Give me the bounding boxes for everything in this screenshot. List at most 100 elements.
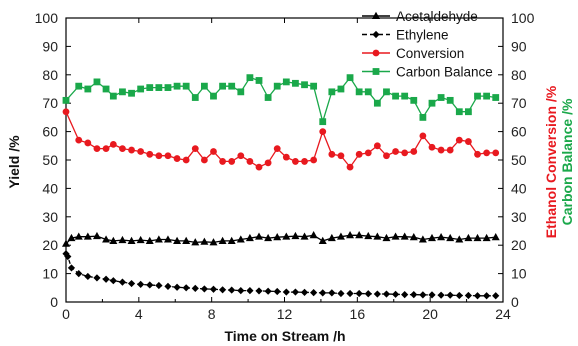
data-point xyxy=(200,285,208,293)
data-point xyxy=(246,158,254,165)
data-point xyxy=(446,233,455,242)
data-point xyxy=(391,290,400,298)
legend-item-conversion: Conversion xyxy=(362,46,464,61)
data-point xyxy=(446,96,454,104)
data-point xyxy=(310,156,318,164)
y-axis-title-right-conversion: Ethanol Conversion /% xyxy=(543,85,559,238)
legend-swatch-marker xyxy=(372,11,380,19)
y-axis-title-right-carbon-balance: Carbon Balance /% xyxy=(559,98,575,225)
data-point xyxy=(246,74,254,82)
data-point xyxy=(218,236,227,244)
data-point xyxy=(182,284,190,292)
data-point xyxy=(109,277,117,285)
data-point xyxy=(474,92,481,100)
data-point xyxy=(473,233,482,242)
data-point xyxy=(300,288,309,296)
data-point xyxy=(291,231,300,240)
y-tick-label-left: 80 xyxy=(42,67,58,83)
data-point xyxy=(446,291,454,299)
legend-item-carbon-balance: Carbon Balance xyxy=(362,65,493,80)
series-acetaldehyde xyxy=(62,231,500,247)
y-tick-label-left: 100 xyxy=(35,10,59,26)
data-point xyxy=(62,108,70,116)
y-axis-title-left: Yield /% xyxy=(6,135,22,189)
data-point xyxy=(102,85,110,93)
x-tick-label: 4 xyxy=(135,306,143,322)
y-tick-label-right: 10 xyxy=(511,266,527,282)
y-tick-label-right: 20 xyxy=(511,237,527,253)
data-point xyxy=(209,238,218,246)
data-point xyxy=(92,231,101,240)
data-point xyxy=(291,288,300,296)
data-point xyxy=(373,99,381,107)
data-point xyxy=(282,288,290,296)
data-point xyxy=(428,143,436,151)
legend: Acetaldehyde Ethylene Conversion Carbon Bal… xyxy=(362,9,493,80)
data-point xyxy=(173,155,181,162)
data-point xyxy=(346,231,355,239)
data-point xyxy=(309,231,318,239)
data-point xyxy=(67,233,76,242)
data-point xyxy=(337,152,345,160)
data-point xyxy=(483,149,491,157)
y-tick-label-left: 30 xyxy=(42,209,58,225)
data-point xyxy=(474,150,481,158)
data-point xyxy=(418,235,427,243)
data-point xyxy=(75,82,83,90)
data-point xyxy=(336,232,345,240)
data-point xyxy=(373,232,382,240)
data-point xyxy=(84,85,92,93)
data-point xyxy=(146,281,154,289)
data-point xyxy=(355,150,363,158)
data-point xyxy=(191,284,199,292)
data-point xyxy=(483,292,491,300)
data-point xyxy=(164,282,172,290)
data-point xyxy=(173,236,182,244)
data-point xyxy=(146,84,154,91)
data-point xyxy=(127,236,136,244)
data-point xyxy=(300,232,309,240)
y-tick-label-right: 70 xyxy=(511,95,527,111)
data-point xyxy=(163,235,172,243)
data-point xyxy=(200,237,209,245)
data-point xyxy=(93,145,101,153)
data-point xyxy=(137,85,145,93)
y-tick-label-left: 0 xyxy=(50,294,58,310)
y-tick-label-right: 50 xyxy=(511,152,527,168)
data-point xyxy=(301,81,308,89)
data-point xyxy=(401,291,409,299)
data-point xyxy=(383,88,390,96)
data-point xyxy=(337,85,345,93)
legend-label: Carbon Balance xyxy=(396,65,493,80)
data-point xyxy=(128,146,135,154)
data-point xyxy=(410,291,418,299)
series-layer xyxy=(62,74,500,300)
data-point xyxy=(346,289,354,298)
data-point xyxy=(346,74,354,82)
data-point xyxy=(346,163,354,171)
data-point xyxy=(391,232,400,240)
data-point xyxy=(437,94,445,101)
data-point xyxy=(245,233,254,242)
series-carbon-balance xyxy=(62,74,500,126)
data-point xyxy=(84,272,92,281)
data-point xyxy=(301,158,308,165)
data-point xyxy=(83,232,92,240)
data-point xyxy=(437,233,446,241)
data-point xyxy=(428,99,436,107)
data-point xyxy=(228,158,236,165)
data-point xyxy=(137,280,145,288)
data-point xyxy=(455,136,463,144)
data-point xyxy=(355,231,364,239)
data-point xyxy=(164,84,172,91)
data-point xyxy=(492,292,500,300)
data-point xyxy=(67,264,76,272)
y-tick-label-left: 70 xyxy=(42,95,58,111)
x-tick-label: 16 xyxy=(350,306,366,322)
data-point xyxy=(246,287,254,295)
data-point xyxy=(282,153,290,161)
data-point xyxy=(255,287,263,295)
data-point xyxy=(227,236,236,244)
data-point xyxy=(109,140,117,148)
data-point xyxy=(428,291,436,299)
